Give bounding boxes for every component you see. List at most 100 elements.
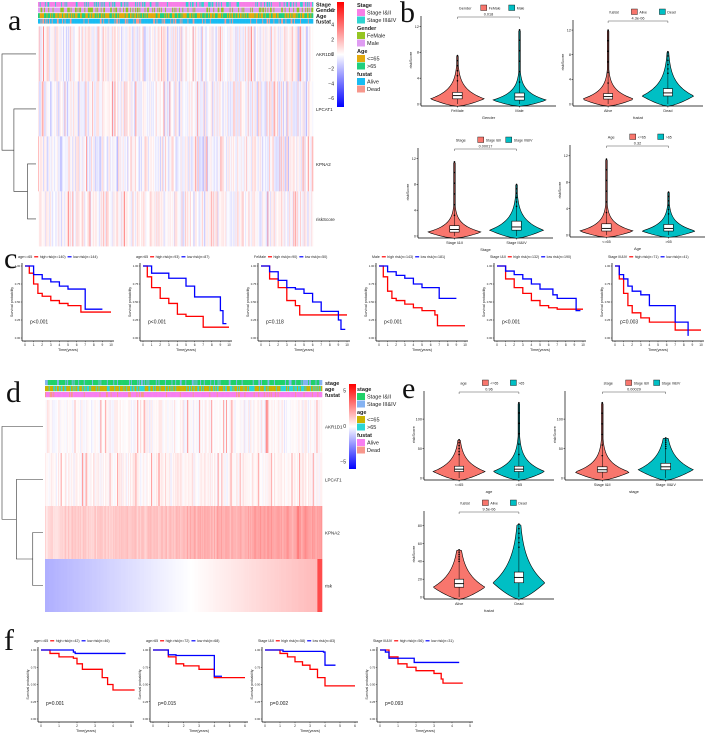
annotation-cell [81, 2, 83, 7]
heatmap-cell [93, 506, 96, 559]
annotation-cell [253, 18, 255, 24]
annotation-cell [64, 380, 66, 386]
heatmap-cell [190, 136, 193, 192]
heatmap-cell [188, 26, 190, 82]
heatmap-cell [65, 506, 67, 559]
annotation-cell [41, 13, 43, 18]
heatmap-cell [166, 191, 168, 247]
heatmap-cell [89, 400, 91, 453]
heatmap-cell [87, 81, 90, 137]
annotation-cell [164, 380, 166, 386]
heatmap-cell [281, 26, 283, 82]
annotation-cell [61, 392, 63, 398]
heatmap-cell [288, 559, 290, 612]
annotation-cell [103, 13, 105, 18]
annotation-cell [195, 18, 197, 24]
heatmap-cell [231, 26, 233, 82]
annotation-cell [213, 380, 216, 386]
heatmap-cell [273, 559, 276, 612]
annotation-cell [62, 18, 64, 24]
heatmap-cell [199, 453, 201, 506]
annotation-cell [279, 392, 281, 398]
heatmap-cell [148, 400, 150, 453]
heatmap-cell [72, 559, 74, 612]
heatmap-cell [258, 453, 260, 506]
annotation-cell [179, 7, 181, 13]
annotation-cell [145, 7, 147, 13]
annotation-cell [65, 7, 67, 13]
annotation-cell [38, 2, 41, 7]
annotation-cell [185, 2, 187, 7]
heatmap-cell [124, 453, 126, 506]
annotation-cell [257, 392, 259, 398]
annotation-cell [101, 13, 103, 18]
annotation-cell [69, 392, 71, 398]
heatmap-cell [235, 506, 237, 559]
annotation-cell [129, 392, 131, 398]
heatmap-cell [247, 191, 249, 247]
legend-swatch [357, 9, 365, 16]
heatmap-cell [180, 81, 182, 137]
annotation-cell [165, 380, 168, 386]
annotation-cell [234, 2, 236, 7]
annotation-cell [260, 380, 262, 386]
annotation-cell [288, 13, 291, 18]
heatmap-cell [204, 26, 206, 82]
annotation-cell [203, 13, 206, 18]
heatmap-cell [77, 506, 79, 559]
annotation-cell [155, 13, 157, 18]
heatmap-cell [166, 136, 168, 192]
heatmap-cell [261, 400, 264, 453]
annotation-cell [282, 13, 284, 18]
heatmap-cell [74, 136, 76, 192]
annotation-cell [90, 18, 92, 24]
heatmap-cell [317, 400, 319, 453]
heatmap-cell [74, 81, 77, 137]
heatmap-cell [245, 81, 248, 137]
annotation-cell [145, 392, 147, 398]
heatmap-cell [96, 400, 98, 453]
heatmap-cell [299, 400, 302, 453]
heatmap-cell [99, 81, 102, 137]
heatmap-cell [117, 26, 119, 82]
heatmap-cell [282, 559, 284, 612]
annotation-cell [93, 392, 95, 398]
heatmap-cell [231, 400, 233, 453]
heatmap-cell [51, 506, 53, 559]
heatmap-cell [210, 26, 212, 82]
heatmap-cell [72, 506, 74, 559]
annotation-cell [166, 2, 169, 7]
heatmap-cell [288, 81, 291, 137]
heatmap-cell [168, 81, 170, 137]
heatmap-cell [74, 136, 77, 192]
annotation-cell [243, 2, 245, 7]
box [601, 223, 612, 232]
annotation-cell [282, 392, 284, 398]
heatmap-cell [70, 506, 73, 559]
heatmap-cell [180, 191, 182, 247]
heatmap-cell [45, 191, 47, 247]
annotation-cell [176, 13, 178, 18]
annotation-cell [144, 380, 146, 386]
annotation-cell [204, 392, 206, 398]
heatmap-cell [134, 559, 136, 612]
heatmap-cell [140, 81, 142, 137]
heatmap-cell [104, 191, 106, 247]
annotation-cell [106, 392, 109, 398]
heatmap-cell [213, 191, 215, 247]
legend-label: Dead [367, 87, 380, 93]
heatmap-cell [140, 400, 142, 453]
annotation-cell [240, 7, 242, 13]
heatmap-cell [199, 191, 201, 247]
annotation-cell [66, 386, 68, 392]
heatmap-cell [179, 506, 182, 559]
annotation-cell [313, 380, 315, 386]
heatmap-cell [179, 26, 181, 82]
heatmap-cell [116, 26, 118, 82]
heatmap-cell [67, 453, 69, 506]
annotation-label: Stage [316, 3, 331, 9]
heatmap-cell [304, 136, 306, 192]
annotation-cell [287, 386, 290, 392]
annotation-cell [223, 13, 225, 18]
annotation-cell [224, 13, 226, 18]
